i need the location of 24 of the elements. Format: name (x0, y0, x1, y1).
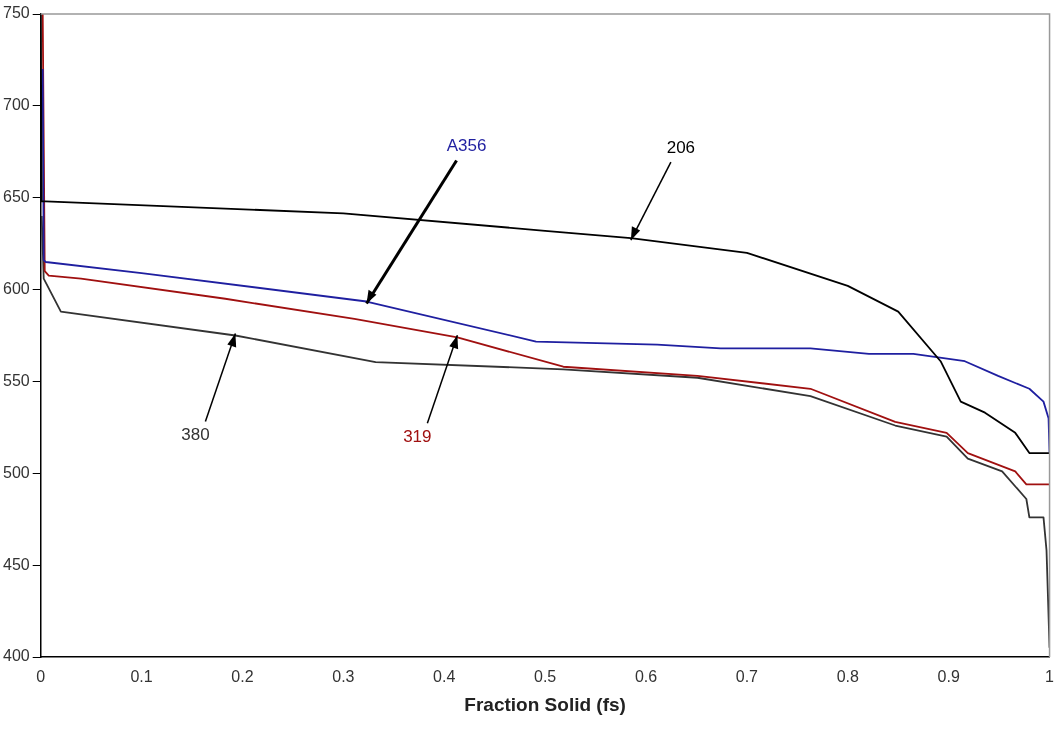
text: 319 (403, 427, 432, 447)
x-tick-label: 0.4 (433, 668, 456, 686)
x-axis-title: Fraction Solid (fs) (464, 693, 626, 715)
y-tick-label: 650 (2, 188, 30, 206)
y-tick-label: 400 (2, 647, 30, 665)
x-tick-label: 0.1 (130, 668, 153, 686)
x-tick-label: 0.5 (534, 668, 557, 686)
x-tick-label: 0.9 (937, 668, 960, 686)
text: A356 (446, 136, 487, 156)
y-tick-label: 700 (2, 96, 30, 114)
y-tick-label: 750 (2, 4, 30, 22)
x-tick-label: 0.7 (735, 668, 759, 686)
x-tick-label: 0.6 (634, 668, 658, 686)
x-tick-label: 0.2 (231, 668, 254, 686)
x-tick-label: 0 (36, 668, 46, 686)
y-tick-label: 450 (2, 555, 30, 573)
x-tick-label: 0.3 (332, 668, 355, 686)
x-tick-label: 1 (1045, 668, 1055, 686)
x-tick-label: 0.8 (836, 668, 859, 686)
text: 206 (666, 137, 696, 157)
y-tick-label: 500 (2, 463, 30, 481)
y-tick-label: 600 (2, 279, 30, 297)
y-tick-label: 550 (2, 371, 30, 389)
text: 380 (181, 425, 210, 445)
